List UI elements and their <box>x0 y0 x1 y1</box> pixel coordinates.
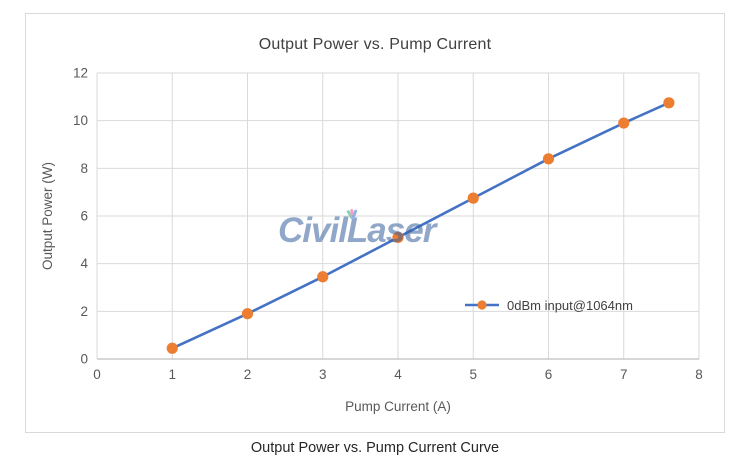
y-tick-label: 4 <box>80 256 88 271</box>
y-tick-label: 0 <box>80 352 88 367</box>
x-tick-label: 3 <box>319 367 327 382</box>
data-point <box>542 153 555 165</box>
legend: 0dBm input@1064nm <box>464 295 633 315</box>
x-tick-label: 8 <box>695 367 703 382</box>
x-tick-label: 0 <box>93 367 101 382</box>
x-tick-label: 4 <box>394 367 402 382</box>
series-line <box>170 101 671 350</box>
caption: Output Power vs. Pump Current Curve <box>250 440 500 456</box>
y-axis-title: Output Power (W) <box>40 161 55 271</box>
x-tick-label: 7 <box>620 367 628 382</box>
data-point <box>166 342 178 354</box>
data-point <box>467 192 479 204</box>
data-point <box>618 117 630 129</box>
data-point <box>663 97 675 109</box>
legend-label: 0dBm input@1064nm <box>507 297 633 313</box>
watermark: CivilLaser <box>278 208 436 250</box>
watermark-fan-icon <box>338 206 366 220</box>
y-tick-label: 6 <box>80 209 88 224</box>
x-tick-label: 6 <box>545 367 553 382</box>
y-tick-label: 8 <box>80 161 88 176</box>
x-tick-label: 1 <box>168 367 176 382</box>
data-point <box>392 231 404 244</box>
x-tick-label: 5 <box>469 367 477 382</box>
y-tick-label: 10 <box>73 113 88 128</box>
y-tick-label: 12 <box>73 66 88 81</box>
x-axis-title: Pump Current (A) <box>345 399 451 414</box>
data-point <box>241 308 254 320</box>
y-tick-label: 2 <box>80 304 88 319</box>
x-tick-label: 2 <box>244 367 252 382</box>
legend-line-marker-icon <box>465 300 499 310</box>
chart-title: Output Power vs. Pump Current <box>258 36 492 53</box>
watermark-text: CivilLaser <box>278 211 436 250</box>
data-point <box>317 271 329 283</box>
chart-frame: Output Power vs. Pump Current 0 2 4 6 8 10 12 0… <box>25 13 725 433</box>
